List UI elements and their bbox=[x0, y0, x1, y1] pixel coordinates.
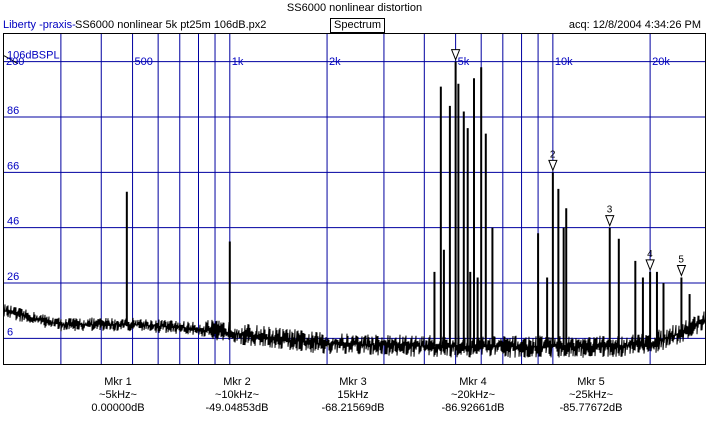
marker-triangle bbox=[450, 49, 461, 62]
app-name: Liberty -praxis- bbox=[3, 19, 76, 31]
marker-readout-1[interactable]: Mkr 1 ~5kHz~ 0.00000dB bbox=[63, 376, 173, 415]
noise-floor-trace bbox=[4, 304, 705, 358]
spectrum-button[interactable]: Spectrum bbox=[330, 18, 386, 33]
marker-name: Mkr 1 bbox=[104, 376, 132, 388]
marker-frequency: ~25kHz~ bbox=[568, 389, 614, 401]
marker-value: -85.77672dB bbox=[559, 402, 623, 414]
marker-frequency: ~10kHz~ bbox=[214, 389, 260, 401]
marker-name: Mkr 2 bbox=[223, 376, 251, 388]
window-title: SS6000 nonlinear distortion bbox=[286, 2, 423, 14]
x-tick-label: 20k bbox=[652, 56, 670, 68]
acquisition-timestamp: acq: 12/8/2004 4:34:26 PM bbox=[568, 19, 701, 31]
spectrum-chart: 200 500 1k 2k 5k 10k 20k 106dBSPL 86 66 46 26 6 2 3 4 5 bbox=[4, 34, 705, 364]
marker-frequency: ~20kHz~ bbox=[450, 389, 496, 401]
marker-readout-5[interactable]: Mkr 5 ~25kHz~ -85.77672dB bbox=[536, 376, 646, 415]
y-tick-label: 46 bbox=[7, 216, 19, 228]
marker-frequency: ~5kHz~ bbox=[99, 389, 137, 401]
marker-label: 5 bbox=[678, 254, 684, 265]
x-tick-label: 200 bbox=[6, 56, 24, 68]
marker-label: 3 bbox=[607, 205, 613, 216]
file-name: SS6000 nonlinear 5k pt25m 106dB.px2 bbox=[75, 19, 267, 31]
marker-value: 0.00000dB bbox=[91, 402, 145, 414]
marker-value: -68.21569dB bbox=[321, 402, 385, 414]
marker-label: 4 bbox=[647, 249, 653, 260]
marker-readout-2[interactable]: Mkr 2 ~10kHz~ -49.04853dB bbox=[182, 376, 292, 415]
marker-triangle bbox=[548, 159, 558, 172]
marker-value: -86.92661dB bbox=[441, 402, 505, 414]
y-tick-label: 6 bbox=[7, 326, 13, 338]
y-tick-label: 66 bbox=[7, 160, 19, 172]
marker-name: Mkr 3 bbox=[339, 376, 367, 388]
marker-name: Mkr 5 bbox=[577, 376, 605, 388]
reference-level-indicator bbox=[4, 55, 19, 65]
x-tick-label: 2k bbox=[329, 56, 341, 68]
marker-triangle bbox=[676, 264, 687, 277]
y-tick-label: 86 bbox=[7, 105, 19, 117]
marker-readout-3[interactable]: Mkr 3 15kHz -68.21569dB bbox=[298, 376, 408, 415]
spectrum-plot[interactable]: 200 500 1k 2k 5k 10k 20k 106dBSPL 86 66 46 26 6 2 3 4 5 bbox=[3, 33, 706, 365]
marker-frequency: 15kHz bbox=[337, 389, 369, 401]
marker-triangle bbox=[645, 259, 655, 272]
marker-readout-4[interactable]: Mkr 4 ~20kHz~ -86.92661dB bbox=[418, 376, 528, 415]
marker-name: Mkr 4 bbox=[459, 376, 487, 388]
x-tick-label: 5k bbox=[458, 56, 470, 68]
x-tick-label: 500 bbox=[135, 56, 153, 68]
x-tick-label: 10k bbox=[555, 56, 573, 68]
marker-value: -49.04853dB bbox=[205, 402, 269, 414]
marker-label: 2 bbox=[550, 149, 556, 160]
marker-triangle bbox=[605, 215, 615, 228]
x-tick-label: 1k bbox=[232, 56, 244, 68]
y-tick-label: 26 bbox=[7, 271, 19, 283]
y-tick-label: 106dBSPL bbox=[7, 50, 60, 62]
